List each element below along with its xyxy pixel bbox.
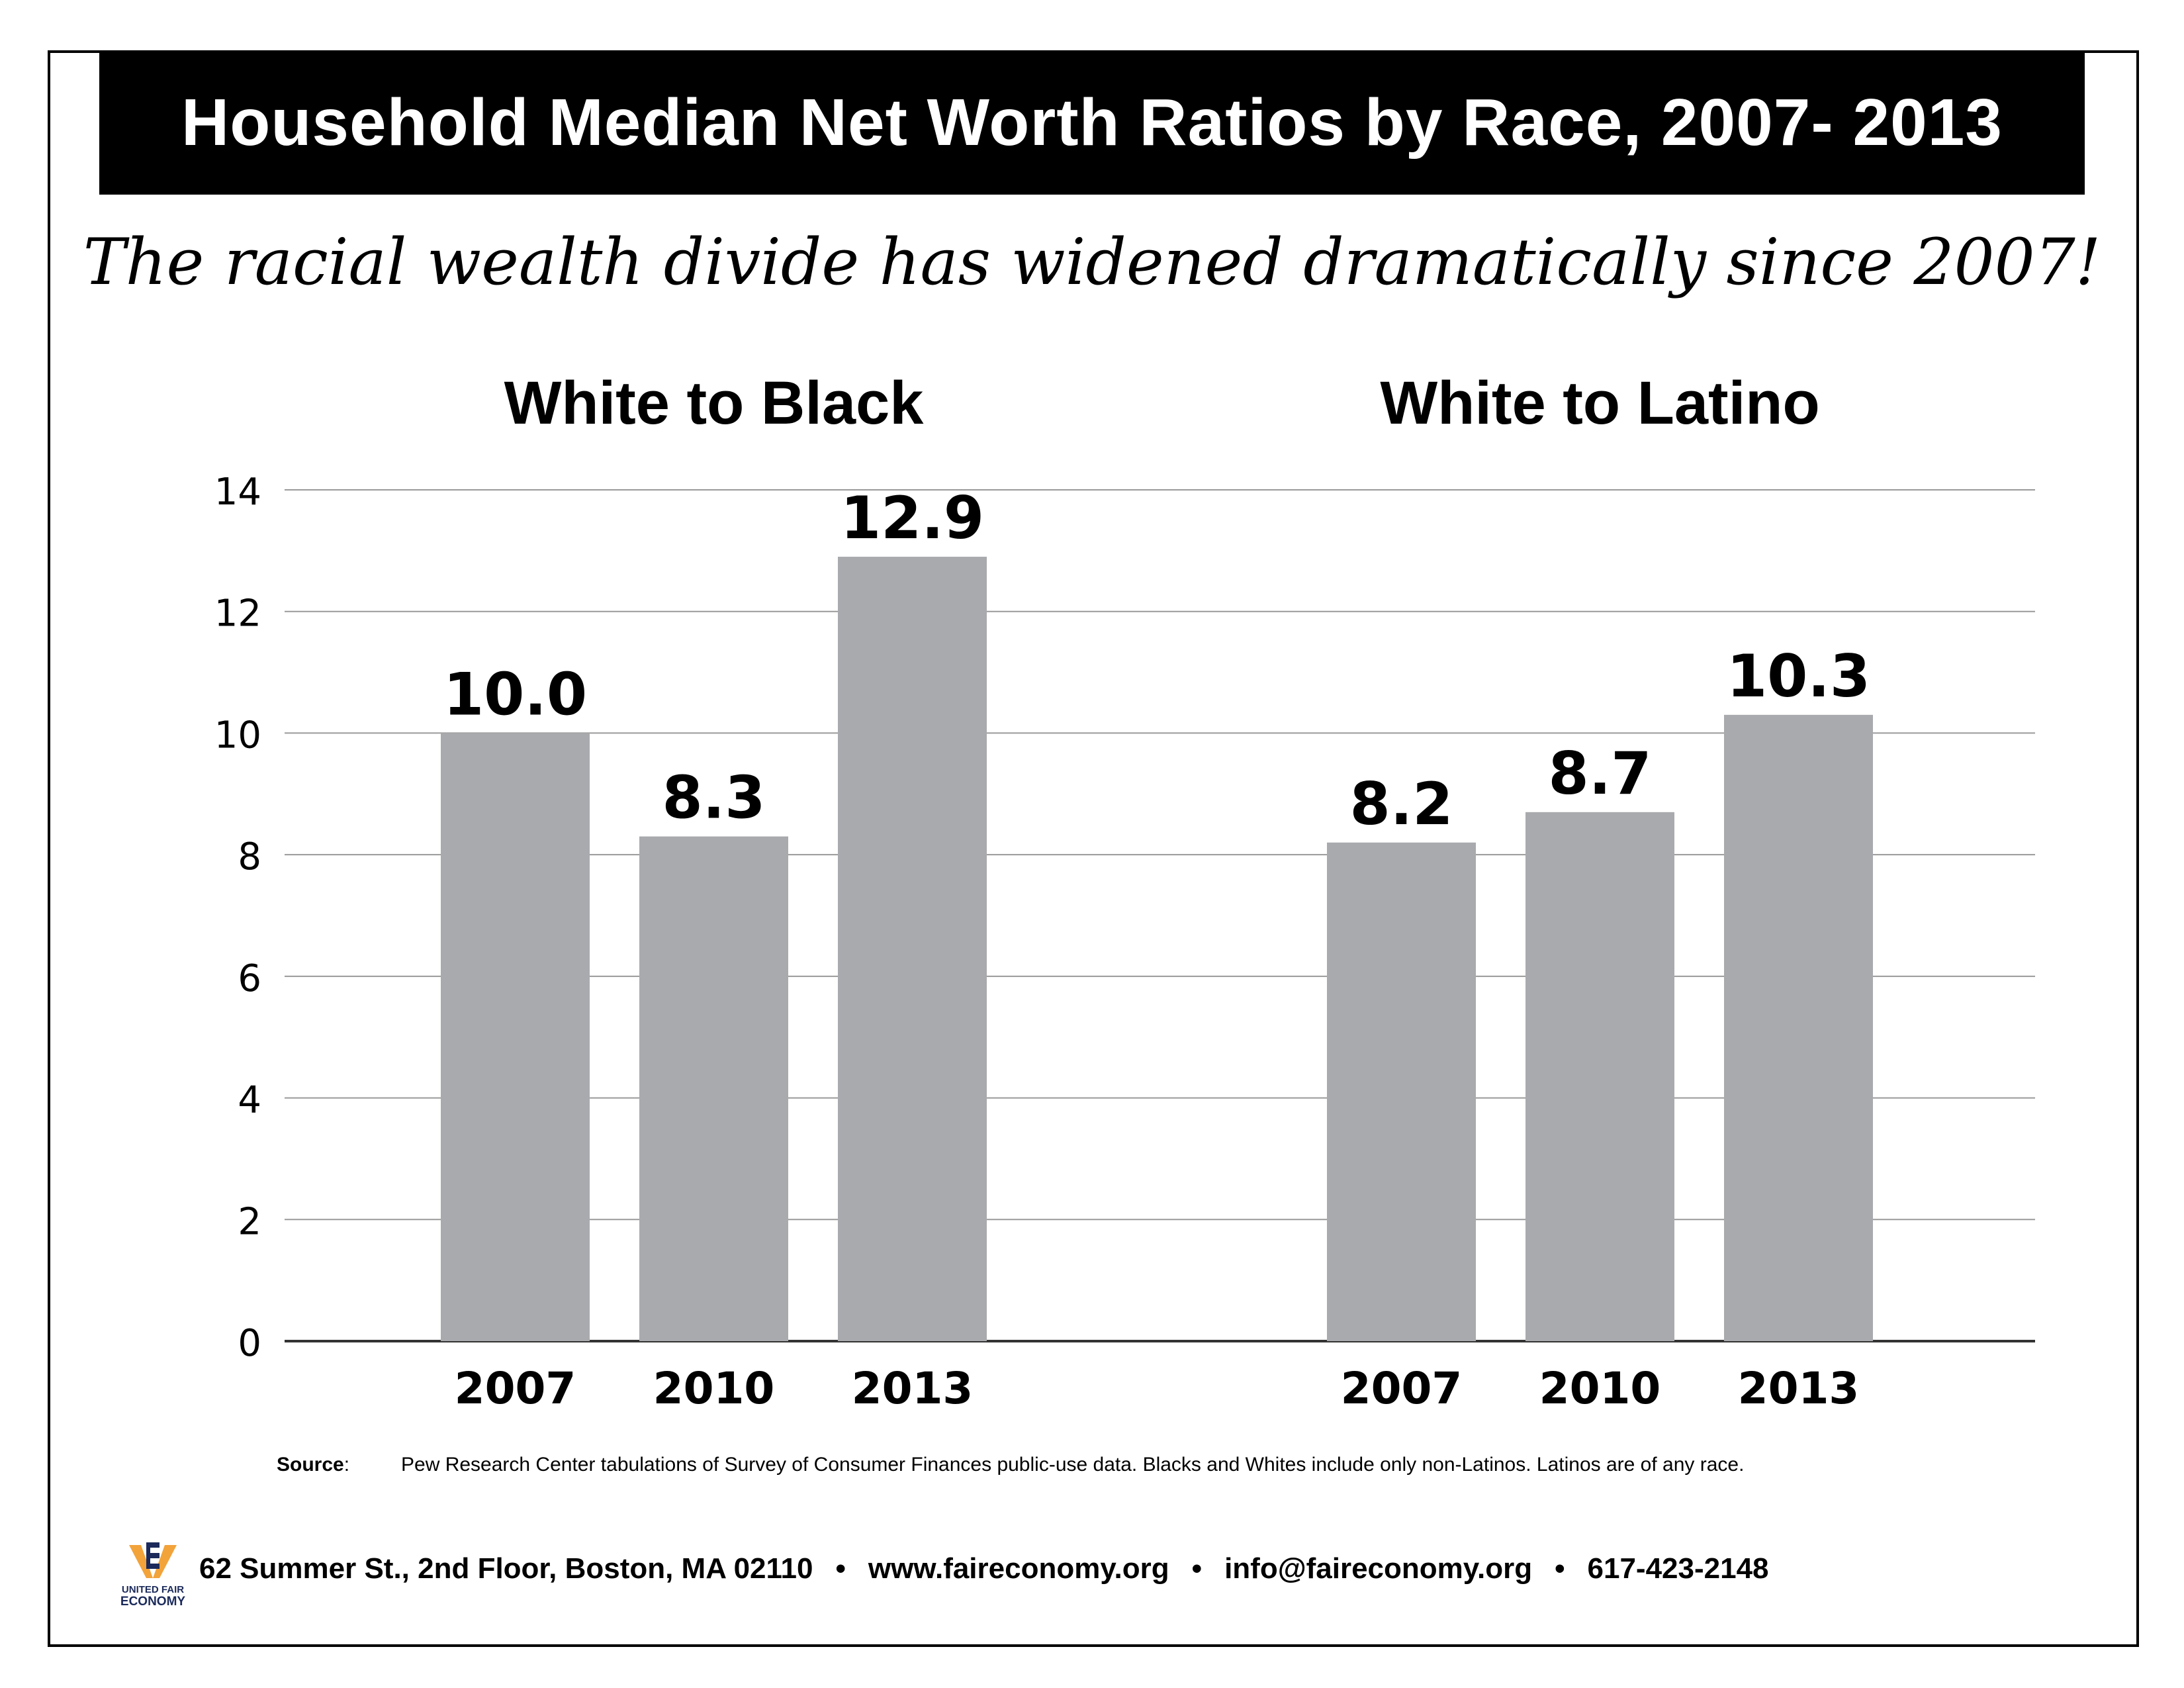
bar — [441, 733, 590, 1341]
y-tick-label: 4 — [238, 1079, 261, 1122]
y-tick-label: 14 — [214, 471, 261, 514]
data-label: 10.3 — [1727, 642, 1870, 710]
source-text: Pew Research Center tabulations of Surve… — [401, 1454, 1745, 1476]
source-colon: : — [343, 1454, 350, 1476]
x-tick-label: 2013 — [852, 1363, 974, 1414]
data-label: 10.0 — [443, 660, 587, 728]
contact-info: 62 Summer St., 2nd Floor, Boston, MA 021… — [199, 1552, 1769, 1585]
email-link[interactable]: info@faireconomy.org — [1224, 1552, 1533, 1585]
data-label: 8.3 — [662, 764, 766, 832]
website-link[interactable]: www.faireconomy.org — [868, 1552, 1169, 1585]
separator-dot: • — [835, 1552, 846, 1585]
bar — [639, 836, 788, 1341]
group-title: White to Black — [504, 369, 925, 437]
logo-text-top: UNITED FAIR — [121, 1584, 185, 1595]
group-title: White to Latino — [1380, 369, 1819, 437]
bar — [1525, 812, 1674, 1341]
y-tick-label: 12 — [214, 592, 261, 635]
ufe-logo-icon — [129, 1542, 177, 1578]
y-tick-label: 2 — [238, 1200, 261, 1243]
chart-subtitle: The racial wealth divide has widened dra… — [83, 225, 2101, 299]
source-note: Source: Pew Research Center tabulations o… — [277, 1454, 1744, 1476]
footer: UNITED FAIR ECONOMY 62 Summer St., 2nd F… — [120, 1529, 1769, 1609]
y-tick-label: 8 — [238, 835, 261, 878]
page-title: Household Median Net Worth Ratios by Rac… — [181, 85, 2003, 160]
y-tick-label: 0 — [238, 1322, 261, 1365]
address-text: 62 Summer St., 2nd Floor, Boston, MA 021… — [199, 1552, 813, 1585]
y-tick-label: 6 — [238, 957, 261, 1000]
data-label: 8.7 — [1549, 739, 1652, 808]
logo-text-bottom: ECONOMY — [120, 1595, 186, 1609]
x-tick-label: 2010 — [653, 1363, 775, 1414]
title-banner: Household Median Net Worth Ratios by Rac… — [99, 50, 2085, 195]
data-label: 12.9 — [841, 484, 984, 552]
x-tick-label: 2010 — [1539, 1363, 1661, 1414]
x-tick-label: 2007 — [1341, 1363, 1463, 1414]
x-tick-label: 2013 — [1738, 1363, 1860, 1414]
phone-number: 617-423-2148 — [1587, 1552, 1769, 1585]
bar — [1724, 714, 1873, 1341]
separator-dot: • — [1191, 1552, 1203, 1585]
data-label: 8.2 — [1350, 770, 1453, 838]
y-tick-label: 10 — [214, 714, 261, 757]
separator-dot: • — [1555, 1552, 1565, 1585]
source-label: Source — [277, 1454, 344, 1476]
bar — [838, 557, 987, 1341]
x-tick-label: 2007 — [455, 1363, 576, 1414]
organization-logo: UNITED FAIR ECONOMY — [120, 1529, 186, 1609]
bar — [1327, 842, 1476, 1341]
